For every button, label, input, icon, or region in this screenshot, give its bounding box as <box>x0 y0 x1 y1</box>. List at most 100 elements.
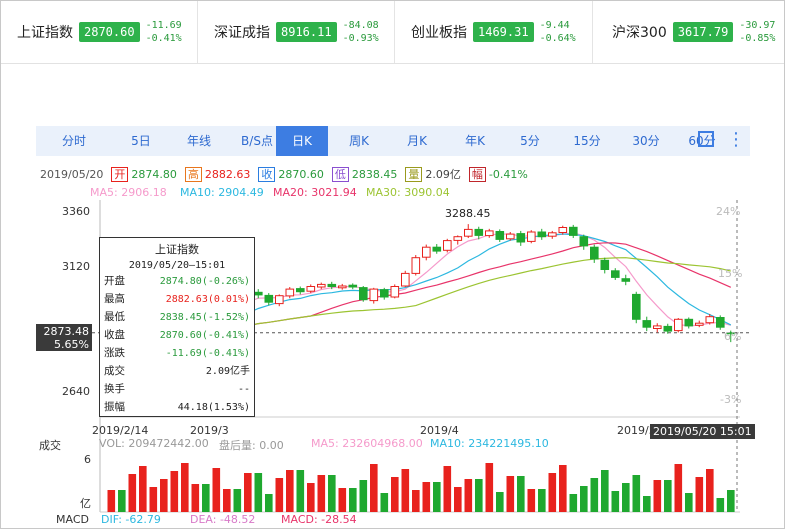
tab-intraday[interactable]: 分时 <box>61 134 86 148</box>
candle-body <box>285 288 295 297</box>
candle-body <box>506 233 515 240</box>
ma30-label: MA30: 3090.04 <box>366 186 450 199</box>
candle-body <box>590 246 599 260</box>
candle-body <box>432 246 442 252</box>
candle-body <box>716 317 725 328</box>
date-label: 2019/5 <box>617 424 656 437</box>
candle-body <box>653 325 662 329</box>
candle-body <box>411 257 421 274</box>
volume-bar <box>401 469 410 512</box>
volume-ma10: MA10: 234221495.10 <box>430 437 549 450</box>
period-tabs: 分时 5日 年线 B/S点 日K 周K 月K 年K 5分 15分 30分 60分 <box>36 126 750 156</box>
candle-body <box>632 293 641 320</box>
macd-value: MACD: -28.54 <box>281 513 357 526</box>
more-menu-icon[interactable]: ⋮ <box>727 129 745 150</box>
tab-30min[interactable]: 30分 <box>632 134 660 148</box>
index-name: 沪深300 <box>612 25 667 41</box>
volume-bar <box>611 491 620 512</box>
y-tick-label: 3360 <box>62 205 90 218</box>
tab-daily-k[interactable]: 日K <box>276 126 328 156</box>
ohlc-tooltip: 上证指数 2019/05/20—15:01 开盘 2874.80(-0.26%) … <box>99 237 255 417</box>
volume-bar <box>569 494 578 512</box>
volume-bar <box>359 480 368 512</box>
index-change: -9.44 -0.64% <box>539 20 576 44</box>
volume-bar <box>527 489 536 512</box>
candle-body <box>338 285 347 289</box>
candle-body <box>527 231 536 242</box>
ma10-label: MA10: 2904.49 <box>180 186 264 199</box>
tab-5day[interactable]: 5日 <box>131 134 151 148</box>
volume-value: VOL: 209472442.00 <box>99 437 209 450</box>
divider <box>394 1 395 63</box>
index-item-sh[interactable]: 上证指数 2870.60 -11.69 -0.41% <box>17 1 182 63</box>
volume-bar <box>475 479 483 512</box>
tooltip-row: 最低 2838.45(-1.52%) <box>104 311 250 323</box>
tooltip-row: 收盘 2870.60(-0.41%) <box>104 329 250 341</box>
candle-body <box>369 288 379 302</box>
index-item-cyb[interactable]: 创业板指 1469.31 -9.44 -0.64% <box>411 1 576 63</box>
date-label: 2019/3 <box>190 424 229 437</box>
volume-bar <box>653 480 662 512</box>
volume-bar <box>212 468 221 512</box>
volume-bar <box>349 488 357 512</box>
volume-bar <box>370 464 378 512</box>
volume-bar <box>443 466 452 512</box>
volume-bar <box>433 482 441 512</box>
candle-body <box>390 286 400 298</box>
candle-body <box>705 316 715 324</box>
fullscreen-icon[interactable] <box>698 131 714 147</box>
candle-body <box>474 228 484 236</box>
volume-bar <box>170 471 179 512</box>
volume-bar <box>160 479 168 512</box>
index-bar: 上证指数 2870.60 -11.69 -0.41% 深证成指 8916.11 -… <box>1 1 784 64</box>
tooltip-title: 上证指数 <box>155 243 199 256</box>
candle-body <box>569 226 578 236</box>
index-item-hs300[interactable]: 沪深300 3617.79 -30.97 -0.85% <box>612 1 775 63</box>
tab-yearly-k[interactable]: 年K <box>465 134 485 148</box>
volume-bar <box>485 463 494 512</box>
candle-body <box>254 291 263 296</box>
candle-body <box>495 231 505 240</box>
candle-body <box>275 295 284 305</box>
volume-bar <box>412 490 420 512</box>
volume-bar <box>674 464 683 512</box>
pct-tick-label: 24% <box>716 205 741 218</box>
high-badge: 高 <box>184 166 202 182</box>
candle-body <box>674 318 683 332</box>
tab-60min[interactable]: 60分 <box>688 134 716 148</box>
volume-bar <box>601 470 609 512</box>
peak-price-label: 3288.45 <box>445 207 491 220</box>
volume-bar <box>307 483 315 512</box>
volume-bar <box>233 489 242 512</box>
divider <box>592 1 593 63</box>
ma20-label: MA20: 3021.94 <box>273 186 357 199</box>
volume-bar <box>695 477 704 512</box>
index-change: -30.97 -0.85% <box>739 20 776 44</box>
volume-bar <box>223 489 231 512</box>
volume-bar <box>496 492 504 512</box>
volume-badge: 量 <box>405 166 423 182</box>
index-change: -84.08 -0.93% <box>342 20 379 44</box>
candle-body <box>684 318 694 327</box>
volume-value: 2.09亿 <box>425 168 461 181</box>
index-item-sz[interactable]: 深证成指 8916.11 -84.08 -0.93% <box>214 1 379 63</box>
tab-5min[interactable]: 5分 <box>520 134 540 148</box>
after-hours-volume: 盘后量: 0.00 <box>219 439 284 452</box>
volume-bar <box>107 490 116 512</box>
candle-body <box>327 283 337 287</box>
volume-bar <box>517 476 525 512</box>
tooltip-row: 振幅 44.18(1.53%) <box>104 401 250 413</box>
volume-bar <box>632 475 641 512</box>
candle-body <box>453 236 463 241</box>
low-badge: 低 <box>331 166 349 182</box>
tooltip-row: 换手 -- <box>104 383 250 395</box>
tab-bs-points[interactable]: B/S点 <box>241 134 273 148</box>
candle-body <box>558 227 568 233</box>
open-value: 2874.80 <box>131 167 177 181</box>
tab-15min[interactable]: 15分 <box>573 134 601 148</box>
volume-bar <box>454 487 462 512</box>
tab-year-line[interactable]: 年线 <box>186 134 211 148</box>
tab-weekly-k[interactable]: 周K <box>349 134 369 148</box>
tab-monthly-k[interactable]: 月K <box>407 134 427 148</box>
crosshair-price-tag: 2873.48 5.65% <box>36 324 92 351</box>
